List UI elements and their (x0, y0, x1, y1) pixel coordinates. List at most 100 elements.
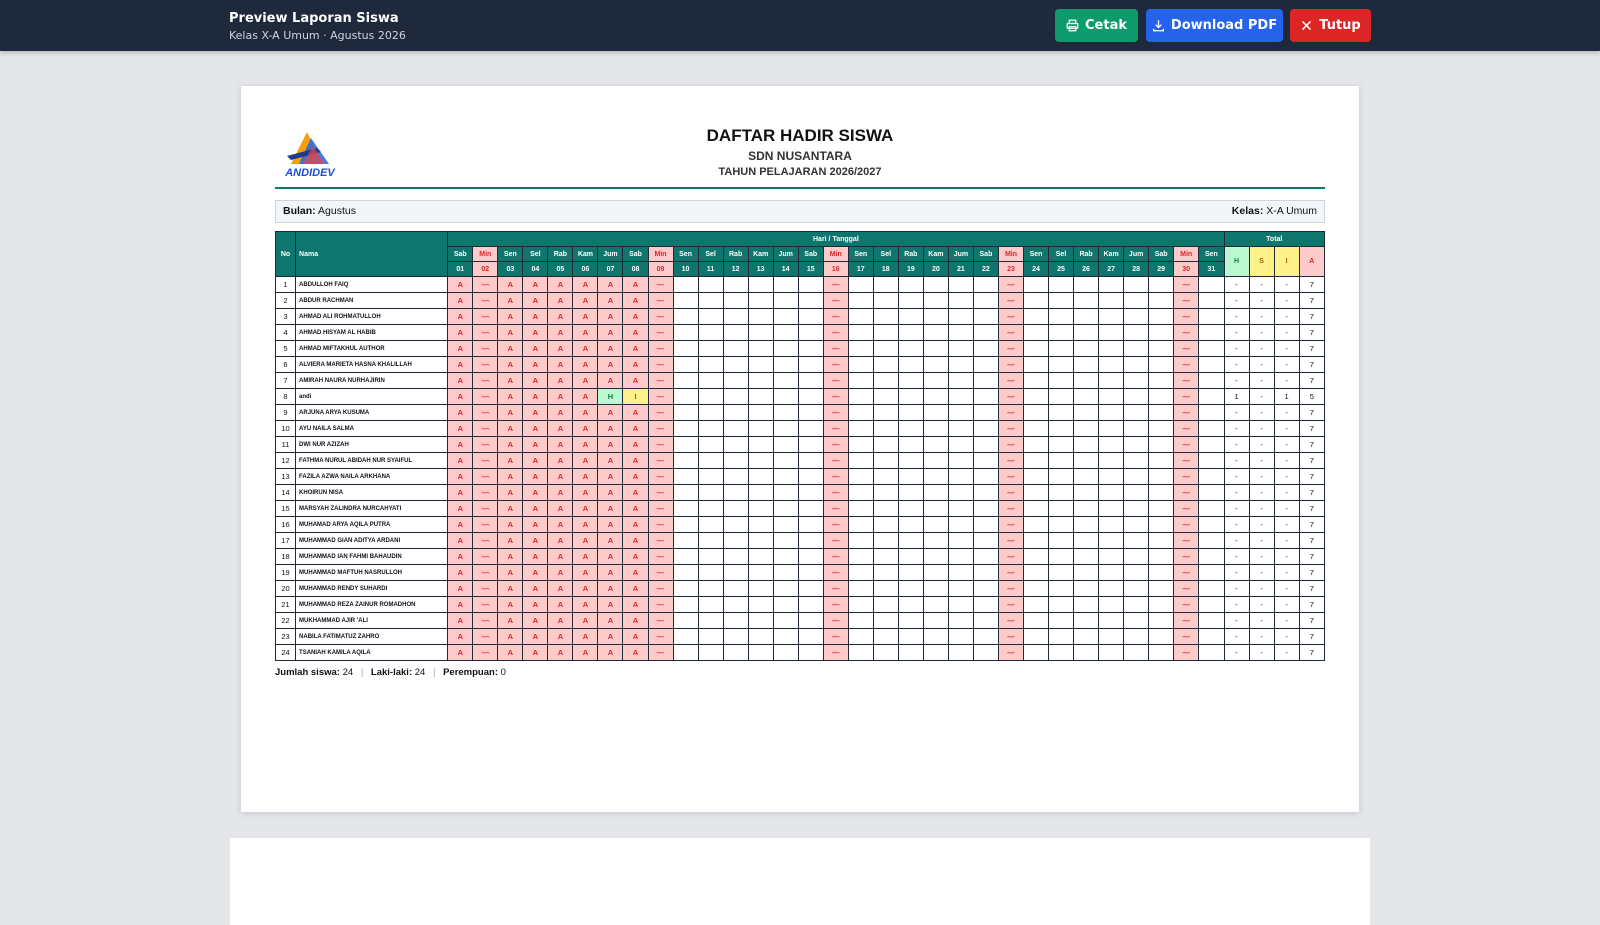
attendance-cell: A (622, 372, 649, 389)
attendance-cell (922, 564, 949, 581)
attendance-cell (1098, 324, 1125, 341)
attendance-cell: A (522, 452, 549, 469)
total-cell-i: - (1273, 276, 1300, 293)
total-cell-a: 7 (1298, 564, 1326, 581)
days-group-header: Hari / Tanggal (447, 231, 1225, 247)
attendance-cell (797, 276, 824, 293)
attendance-cell (1022, 612, 1050, 629)
attendance-cell: A (497, 564, 524, 581)
attendance-cell (897, 644, 924, 661)
weekend-cell: — (1173, 372, 1200, 389)
day-name-header: Rab (1073, 246, 1100, 262)
weekend-cell: — (822, 356, 849, 373)
attendance-cell (847, 420, 874, 437)
weekend-cell: — (822, 468, 849, 485)
attendance-cell (672, 452, 699, 469)
total-cell-i: - (1273, 292, 1300, 309)
attendance-cell: A (522, 580, 549, 597)
attendance-cell: A (447, 628, 474, 645)
attendance-cell (697, 292, 724, 309)
attendance-cell (947, 628, 974, 645)
attendance-cell (772, 580, 799, 597)
attendance-cell (697, 388, 724, 405)
attendance-cell (1073, 324, 1100, 341)
total-cell-a: 7 (1298, 612, 1326, 629)
date-header: 05 (547, 261, 574, 277)
close-button[interactable]: Tutup (1290, 9, 1371, 42)
student-name: MUHAMMAD MAFTUH NASRULLOH (295, 564, 449, 581)
attendance-cell (1098, 276, 1125, 293)
attendance-cell (872, 468, 899, 485)
attendance-cell (1123, 404, 1150, 421)
total-cell-s: - (1248, 340, 1275, 357)
total-cell-i: - (1273, 452, 1300, 469)
attendance-cell (697, 276, 724, 293)
day-name-header: Rab (722, 246, 749, 262)
attendance-cell: A (522, 644, 549, 661)
attendance-cell: A (572, 340, 599, 357)
weekend-cell: — (822, 324, 849, 341)
attendance-cell (922, 484, 949, 501)
attendance-cell: A (447, 452, 474, 469)
attendance-cell (1098, 436, 1125, 453)
attendance-cell: A (572, 644, 599, 661)
attendance-cell (897, 356, 924, 373)
row-number: 15 (274, 500, 297, 517)
attendance-cell (922, 612, 949, 629)
attendance-cell (697, 308, 724, 325)
attendance-cell (1123, 548, 1150, 565)
date-header: 03 (497, 261, 524, 277)
attendance-cell (672, 276, 699, 293)
attendance-cell (872, 404, 899, 421)
attendance-cell (1198, 596, 1225, 613)
attendance-cell (872, 276, 899, 293)
attendance-cell (897, 388, 924, 405)
weekend-cell: — (997, 612, 1024, 629)
month-label: Bulan: (283, 205, 316, 217)
weekend-cell: — (822, 484, 849, 501)
attendance-cell (1148, 420, 1175, 437)
attendance-cell (1198, 308, 1225, 325)
attendance-cell: A (572, 628, 599, 645)
date-header: 12 (722, 261, 749, 277)
weekend-cell: — (822, 436, 849, 453)
total-cell-h: - (1223, 484, 1250, 501)
attendance-cell (772, 404, 799, 421)
day-name-header: Min (822, 246, 849, 262)
total-cell-i: - (1273, 580, 1300, 597)
academic-year: TAHUN PELAJARAN 2026/2027 (718, 166, 882, 178)
weekend-cell: — (822, 580, 849, 597)
download-pdf-button[interactable]: Download PDF (1146, 9, 1283, 42)
attendance-cell (897, 324, 924, 341)
attendance-cell: A (547, 548, 574, 565)
total-cell-h: - (1223, 580, 1250, 597)
attendance-cell (1198, 516, 1225, 533)
attendance-cell: A (547, 388, 574, 405)
weekend-cell: — (1173, 500, 1200, 517)
attendance-cell: A (497, 372, 524, 389)
weekend-cell: — (822, 276, 849, 293)
attendance-cell (847, 644, 874, 661)
date-header: 02 (472, 261, 499, 277)
attendance-cell: A (497, 516, 524, 533)
attendance-cell: A (497, 580, 524, 597)
total-header-h: H (1223, 246, 1250, 277)
attendance-cell (922, 324, 949, 341)
attendance-cell: A (522, 468, 549, 485)
date-header: 11 (697, 261, 724, 277)
attendance-cell (772, 436, 799, 453)
header-row-day-names: Sab Min Sen Sel Rab Kam Jum Sab Min Sen Sel Rab Kam J… (276, 246, 1326, 277)
attendance-cell (697, 548, 724, 565)
attendance-cell (947, 324, 974, 341)
attendance-cell: A (597, 596, 624, 613)
attendance-cell (922, 388, 949, 405)
close-label: Tutup (1319, 18, 1361, 33)
attendance-cell (897, 612, 924, 629)
total-cell-a: 7 (1298, 356, 1326, 373)
attendance-cell (747, 628, 774, 645)
weekend-cell: — (1173, 404, 1200, 421)
attendance-cell (1022, 292, 1050, 309)
print-button[interactable]: Cetak (1055, 9, 1138, 42)
attendance-cell (1198, 548, 1225, 565)
weekend-cell: — (472, 596, 499, 613)
